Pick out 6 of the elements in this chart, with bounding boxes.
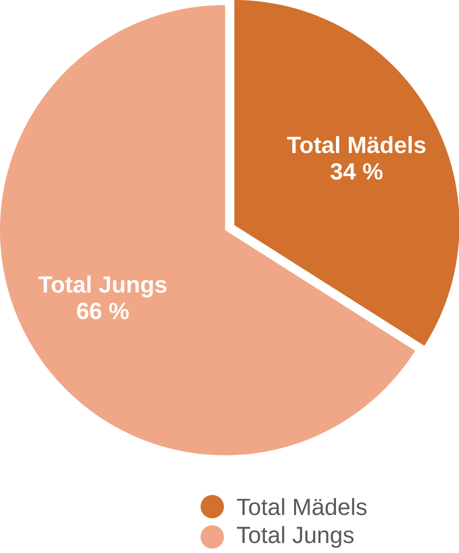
slice-label: Total Jungs (38, 276, 166, 298)
legend-label: Total Mädels (236, 498, 366, 516)
legend-label: Total Jungs (236, 526, 354, 548)
slice-label: Total Mädels (286, 136, 426, 154)
data-label: 66 % (76, 302, 129, 320)
data-label: 34 % (330, 163, 382, 180)
